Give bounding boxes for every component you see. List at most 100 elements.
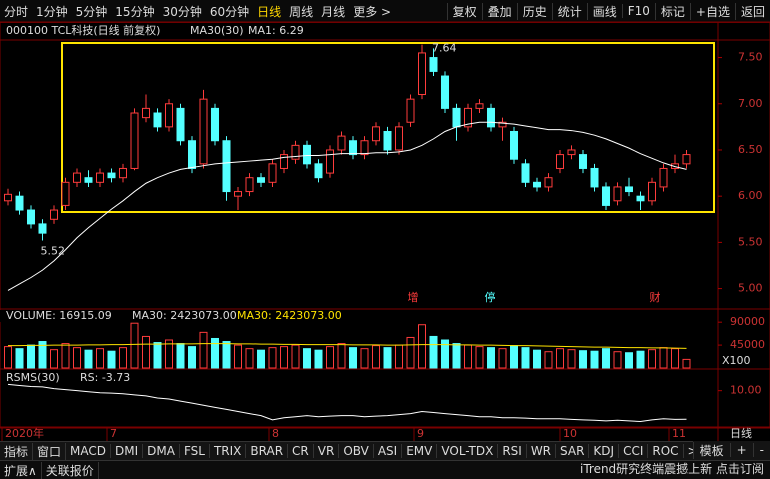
volume-bar: [429, 335, 438, 369]
volume-bar: [464, 344, 472, 369]
candle-body: [153, 112, 162, 128]
period-button[interactable]: 更多 >: [353, 4, 392, 19]
candle-body: [107, 172, 116, 179]
tool-button[interactable]: 统计: [551, 2, 587, 20]
period-label: 日线: [730, 426, 752, 440]
rsms-title: RSMS(30): [6, 371, 60, 384]
date-label: 2020年: [5, 426, 44, 440]
promo[interactable]: iTrend研究终端震撼上新 点击订阅: [580, 462, 764, 476]
candle-body: [165, 103, 173, 128]
volume-bar: [303, 348, 311, 369]
tool-button[interactable]: 历史: [516, 2, 552, 20]
tool-button[interactable]: 叠加: [481, 2, 517, 20]
period-button[interactable]: 30分钟: [162, 4, 202, 19]
indicator-tab[interactable]: WR: [527, 444, 557, 458]
tool-button[interactable]: 返回: [734, 2, 770, 20]
candle-body: [521, 163, 530, 183]
candle-body: [579, 154, 587, 169]
volume-title: VOLUME: 16915.09: [6, 309, 112, 322]
tab-control[interactable]: +: [729, 443, 753, 457]
period-button[interactable]: 分时: [4, 4, 29, 19]
candle-body: [142, 107, 150, 119]
volume-bar: [199, 331, 208, 369]
indicator-tab[interactable]: TRIX: [210, 444, 247, 458]
candle-body: [349, 140, 357, 156]
chart-area: 000100 TCL科技(日线 前复权) MA30(30) MA1: 6.29 7.5…: [0, 21, 770, 441]
volume-bar: [625, 352, 633, 369]
indicator-tab[interactable]: RSI: [498, 444, 527, 458]
indicator-tab[interactable]: 指标: [0, 442, 34, 460]
indicator-tab[interactable]: ASI: [374, 444, 403, 458]
volume-bar: [659, 347, 668, 369]
period-button[interactable]: 60分钟: [209, 4, 250, 19]
period-button[interactable]: 5分钟: [75, 4, 108, 19]
indicator-tab[interactable]: OBV: [339, 444, 374, 458]
period-button[interactable]: 月线: [321, 4, 346, 19]
candle-body: [682, 154, 691, 165]
volume-bar: [452, 343, 461, 369]
tool-button[interactable]: 画线: [586, 2, 622, 20]
candle-body: [648, 181, 656, 202]
event-marker: 增: [408, 290, 419, 304]
indicator-tab[interactable]: KDJ: [589, 444, 620, 458]
indicator-tab[interactable]: DMI: [111, 444, 144, 458]
indicator-tab[interactable]: CCI: [619, 444, 649, 458]
ma-label: MA30: 2423073.00: [237, 309, 342, 322]
tab-control[interactable]: 模板: [692, 441, 730, 459]
volume-bar: [395, 344, 403, 369]
candle-body: [613, 186, 622, 202]
volume-bar: [245, 348, 254, 369]
tool-button[interactable]: F10: [621, 4, 655, 18]
candle-body: [96, 172, 104, 183]
tool-button[interactable]: 复权: [446, 2, 482, 20]
candle-body: [211, 107, 219, 142]
indicator-tab[interactable]: FSL: [180, 444, 210, 458]
volume-bar: [590, 350, 599, 369]
indicator-tab[interactable]: MACD: [66, 444, 112, 458]
event-marker: 财: [650, 290, 661, 304]
indicator-tab[interactable]: 窗口: [33, 442, 67, 460]
volume-bar: [533, 349, 541, 369]
header-bg: [0, 310, 360, 322]
indicator-tab[interactable]: VOL-TDX: [437, 444, 499, 458]
status-button[interactable]: 扩展∧: [0, 462, 42, 479]
rsms-value: RS: -3.73: [80, 371, 130, 384]
candle-body: [464, 107, 472, 128]
indicator-tab[interactable]: SAR: [556, 444, 590, 458]
ma-label: MA30: 2423073.00: [132, 309, 237, 322]
period-button[interactable]: 日线: [257, 4, 282, 19]
candle-body: [395, 126, 403, 151]
candle-body: [567, 149, 576, 156]
candle-body: [222, 140, 231, 193]
candle-body: [268, 163, 277, 183]
tool-button[interactable]: +自选: [689, 2, 735, 20]
indicator-tab[interactable]: ROC: [648, 444, 684, 458]
volume-bar: [268, 347, 277, 369]
indicator-tab[interactable]: DMA: [143, 444, 180, 458]
status-button[interactable]: 关联报价: [42, 462, 99, 479]
candle-body: [280, 154, 288, 169]
volume-bar: [487, 347, 495, 369]
candle-body: [441, 75, 449, 109]
tool-button[interactable]: 标记: [654, 2, 690, 20]
volume-bar: [682, 358, 691, 369]
indicator-tab[interactable]: EMV: [402, 444, 438, 458]
date-label: 8: [272, 427, 279, 440]
indicator-tab[interactable]: CR: [288, 444, 314, 458]
volume-bar: [107, 350, 116, 369]
volume-bar: [96, 348, 104, 369]
volume-bar: [441, 339, 449, 369]
volume-bar: [291, 344, 300, 369]
tab-control[interactable]: -: [752, 443, 770, 457]
candle-body: [50, 209, 58, 220]
date-label: 9: [417, 427, 424, 440]
candle-body: [429, 57, 438, 72]
y-tick-label: 6.50: [738, 143, 763, 156]
period-button[interactable]: 周线: [289, 4, 314, 19]
indicator-tab[interactable]: VR: [314, 444, 340, 458]
indicator-tab[interactable]: BRAR: [246, 444, 289, 458]
period-button[interactable]: 15分钟: [115, 4, 155, 19]
volume-bar: [567, 349, 576, 369]
period-button[interactable]: 1分钟: [36, 4, 68, 19]
volume-bar: [142, 335, 150, 369]
